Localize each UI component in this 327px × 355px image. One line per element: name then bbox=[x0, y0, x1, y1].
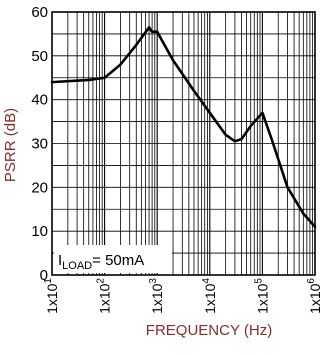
series-line-0 bbox=[50, 26, 317, 229]
y-tick-label: 40 bbox=[31, 92, 48, 109]
x-tick-label: 1x102 bbox=[96, 278, 113, 314]
svg-text:1x101: 1x101 bbox=[43, 278, 60, 314]
x-tick-label: 1x105 bbox=[253, 278, 270, 314]
load-current-annotation: ILOAD= 50mA bbox=[58, 252, 144, 272]
svg-text:1x102: 1x102 bbox=[96, 278, 113, 314]
svg-text:1x103: 1x103 bbox=[148, 278, 165, 314]
x-tick-label: 1x101 bbox=[43, 278, 60, 314]
x-tick-label: 1x104 bbox=[201, 278, 218, 314]
x-tick-labels: 1x101 1x102 1x103 1x104 1x105 1x106 bbox=[43, 278, 323, 314]
y-tick-label: 0 bbox=[40, 267, 48, 284]
y-tick-labels: 0 10 20 30 40 50 60 bbox=[31, 4, 48, 284]
grid-layer bbox=[52, 12, 315, 275]
x-tick-label: 1x106 bbox=[306, 278, 323, 314]
y-axis-label: PSRR (dB) bbox=[2, 108, 19, 182]
plot-border bbox=[51, 11, 316, 276]
series-layer bbox=[50, 26, 317, 229]
svg-text:1x105: 1x105 bbox=[253, 278, 270, 314]
x-axis-label: FREQUENCY (Hz) bbox=[146, 322, 272, 339]
y-tick-label: 20 bbox=[31, 179, 48, 196]
plot-frame bbox=[51, 11, 316, 276]
svg-text:1x106: 1x106 bbox=[306, 278, 323, 314]
annotation-background bbox=[54, 245, 172, 273]
x-tick-label: 1x103 bbox=[148, 278, 165, 314]
svg-text:1x104: 1x104 bbox=[201, 278, 218, 314]
y-tick-label: 50 bbox=[31, 48, 48, 65]
y-tick-label: 60 bbox=[31, 4, 48, 21]
y-tick-label: 30 bbox=[31, 136, 48, 153]
annotation-layer: ILOAD= 50mA bbox=[54, 245, 172, 273]
y-tick-label: 10 bbox=[31, 223, 48, 240]
